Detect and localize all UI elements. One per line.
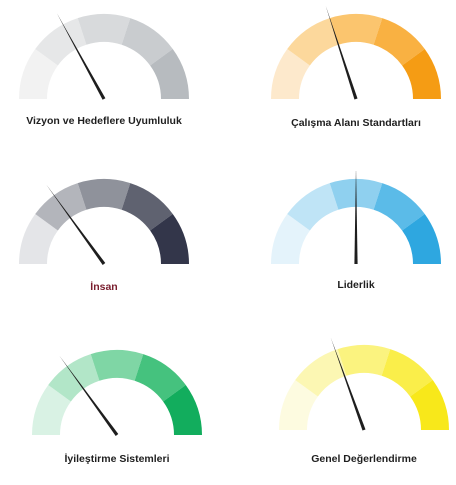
gauge-segment: [402, 214, 441, 264]
gauge-segment: [329, 14, 383, 45]
gauge-segment: [373, 18, 425, 66]
gauge-label: Çalışma Alanı Standartları: [291, 117, 421, 129]
gauge-segment: [337, 345, 391, 376]
gauge-segment: [90, 350, 144, 381]
gauge-label: Liderlik: [337, 279, 375, 291]
gauge-5: [22, 342, 212, 441]
gauge-segment: [287, 18, 339, 66]
gauge-segment: [150, 49, 189, 99]
gauge-3: [9, 171, 199, 270]
gauge-segment: [35, 183, 87, 231]
gauge-needle: [59, 355, 119, 436]
gauge-label: İnsan: [90, 281, 118, 293]
gauge-segment: [48, 354, 100, 402]
gauge-segment: [35, 18, 87, 66]
gauge-svg: [32, 350, 202, 436]
gauge-6: [269, 337, 456, 436]
gauge-needle: [56, 13, 106, 100]
gauge-segment: [134, 354, 186, 402]
gauge-needle: [354, 171, 358, 264]
gauge-segment: [121, 183, 173, 231]
gauge-segment: [381, 349, 433, 397]
gauge-segment: [410, 380, 449, 430]
gauge-svg: [279, 337, 449, 431]
gauge-segment: [121, 18, 173, 66]
gauge-segment: [279, 380, 318, 430]
gauge-segment: [150, 214, 189, 264]
gauge-2: [261, 6, 451, 105]
gauge-segment: [77, 179, 131, 210]
gauge-segment: [295, 349, 347, 397]
gauge-label: Vizyon ve Hedeflere Uyumluluk: [26, 115, 182, 127]
gauge-svg: [271, 171, 441, 264]
gauge-segment: [271, 49, 310, 99]
gauge-svg: [271, 6, 441, 100]
gauge-segment: [32, 385, 71, 435]
gauge-segment: [77, 14, 131, 45]
gauge-needle: [46, 184, 106, 265]
gauge-4: [261, 171, 451, 270]
gauge-svg: [19, 13, 189, 100]
gauge-label: İyileştirme Sistemleri: [64, 453, 170, 465]
gauge-segment: [163, 385, 202, 435]
gauge-segment: [19, 214, 58, 264]
gauge-segment: [19, 49, 58, 99]
gauge-needle: [325, 6, 358, 100]
gauge-segment: [271, 214, 310, 264]
gauge-1: [9, 6, 199, 105]
gauge-segment: [287, 183, 339, 231]
gauge-svg: [19, 179, 189, 265]
gauge-needle: [330, 337, 366, 431]
gauge-segment: [402, 49, 441, 99]
gauge-segment: [373, 183, 425, 231]
gauge-label: Genel Değerlendirme: [311, 453, 417, 465]
